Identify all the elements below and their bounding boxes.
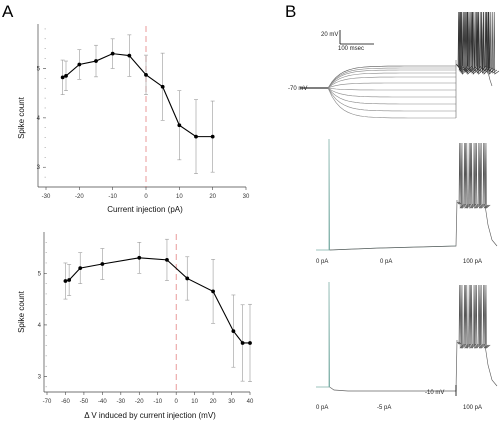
data-point <box>194 134 198 139</box>
spike-train <box>459 142 491 209</box>
panel-label-b: B <box>285 2 296 21</box>
scale-bar: 20 mV 100 msec <box>321 30 374 52</box>
spike-tail <box>485 65 493 87</box>
x-tick-label: -10 <box>153 399 162 405</box>
y-tick-label: 3 <box>38 375 42 381</box>
voltage-trace <box>308 87 456 98</box>
trace-middle-label-1: 0 pA <box>316 259 328 265</box>
x-axis-title: Δ V induced by current injection (mV) <box>84 411 216 420</box>
voltage-trace <box>308 69 456 89</box>
data-point <box>240 341 245 345</box>
spike-train-bottom <box>456 284 498 387</box>
spike-train <box>459 284 491 349</box>
y-tick-label: 5 <box>38 271 42 277</box>
x-tick-label: 10 <box>176 194 183 200</box>
data-point <box>64 73 68 78</box>
data-point <box>63 279 68 283</box>
spike-train <box>457 142 490 209</box>
series-line <box>62 53 213 138</box>
y-tick-label: 4 <box>38 323 42 329</box>
data-point <box>211 289 215 294</box>
voltage-trace <box>308 67 456 89</box>
y-tick-label: 3 <box>37 165 41 171</box>
x-tick-label: -20 <box>75 194 84 200</box>
trace-middle-label-2: 0 pA <box>380 259 392 265</box>
x-tick-label: 20 <box>210 399 217 405</box>
data-point <box>248 341 252 345</box>
voltage-trace <box>308 76 456 89</box>
trace-family-top <box>300 11 500 119</box>
chart-spike-count-vs-current: -30 -20 -10 0 10 20 30 3 4 5 Current injection (p… <box>17 24 250 214</box>
x-tick-label: -50 <box>80 399 89 405</box>
x-tick-label: 20 <box>209 194 216 200</box>
data-point <box>60 75 65 80</box>
spike-train-middle <box>456 142 498 247</box>
trace-middle: 0 pA 0 pA 100 pA <box>316 138 498 265</box>
voltage-trace <box>308 82 456 89</box>
chart-spike-count-vs-delta-v: -70 -60 -50 -40 -30 -20 -10 0 10 20 30 40 3 4 5 Δ V in… <box>17 232 254 420</box>
data-point <box>110 51 115 56</box>
rest-potential-label: -70 mV <box>288 86 307 92</box>
data-point <box>94 59 98 63</box>
data-point <box>137 255 142 260</box>
spike-train-top <box>455 11 500 87</box>
data-point <box>160 84 165 89</box>
voltage-trace <box>308 65 456 89</box>
spike-tail <box>484 204 498 247</box>
trace-bottom-label-1: 0 pA <box>316 405 328 411</box>
data-point <box>77 62 82 67</box>
panel-label-a: A <box>2 2 14 21</box>
trace-bottom-label-3: 100 pA <box>463 405 482 411</box>
x-tick-label: 0 <box>175 399 179 405</box>
data-point <box>78 266 83 271</box>
trace-bottom-label-2: -5 pA <box>377 405 391 411</box>
x-tick-label: -30 <box>42 194 51 200</box>
spike-train <box>457 284 490 349</box>
x-tick-label: -20 <box>135 399 144 405</box>
x-tick-label: -60 <box>61 399 70 405</box>
x-tick-label: 40 <box>247 399 254 405</box>
data-point <box>185 276 190 281</box>
y-tick-label: 4 <box>37 116 41 122</box>
voltage-trace <box>308 87 456 91</box>
x-tick-label: -30 <box>116 399 125 405</box>
y-axis-title: Spike count <box>17 96 26 139</box>
x-tick-label: -10 <box>108 194 117 200</box>
bottom-scale-label: -10 mV <box>425 390 444 396</box>
spike-train <box>456 142 488 209</box>
data-point <box>144 72 148 77</box>
voltage-trace <box>308 87 456 105</box>
x-tick-label: 0 <box>144 194 148 200</box>
x-tick-label: -70 <box>43 399 52 405</box>
data-point <box>177 123 182 128</box>
voltage-trace <box>308 72 456 89</box>
scale-bar-mv: 20 mV <box>321 32 338 38</box>
spike-train <box>458 11 500 75</box>
x-tick-label: 30 <box>243 194 250 200</box>
scale-bar-ms: 100 msec <box>338 46 364 52</box>
y-axis-title: Spike count <box>17 290 26 333</box>
series-line <box>65 257 250 344</box>
voltage-traces: 20 mV 100 msec -70 mV 0 pA 0 pA 100 pA -… <box>288 11 500 411</box>
data-point <box>67 278 72 282</box>
data-point <box>127 53 132 58</box>
spike-train <box>458 11 497 74</box>
spike-train <box>456 284 488 349</box>
x-tick-label: 10 <box>191 399 198 405</box>
data-point <box>100 262 105 266</box>
voltage-trace <box>308 87 456 112</box>
spike-tail <box>484 344 498 387</box>
y-tick-label: 5 <box>37 66 41 72</box>
trace-bottom: -10 mV 0 pA -5 pA 100 pA <box>316 281 498 411</box>
x-tick-label: 30 <box>228 399 235 405</box>
voltage-trace <box>308 87 456 119</box>
x-tick-label: -40 <box>98 399 107 405</box>
data-point <box>231 329 236 333</box>
trace-middle-label-3: 100 pA <box>463 259 482 265</box>
data-point <box>210 134 215 139</box>
x-axis-title: Current injection (pA) <box>107 205 183 214</box>
data-point <box>165 257 169 262</box>
